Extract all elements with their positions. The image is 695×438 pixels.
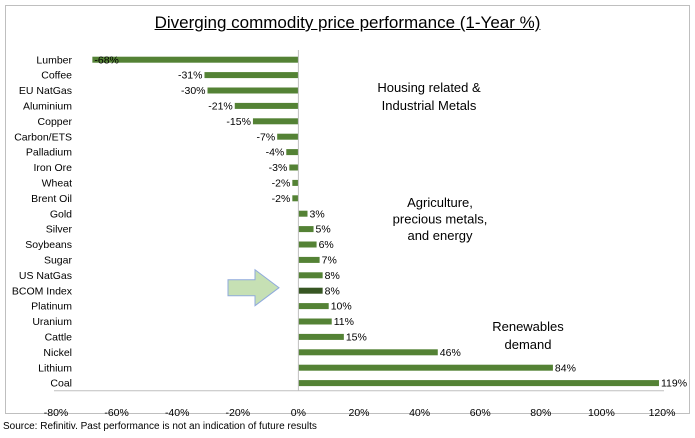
category-label-1: Coffee [41,70,72,82]
data-label-19: 46% [440,347,461,359]
bar-7 [289,164,299,171]
bar-11 [298,226,314,233]
right-arrow-icon [227,268,280,307]
x-tick-label-0: -80% [44,407,69,419]
category-label-18: Cattle [45,332,73,344]
x-tick-label-10: 120% [649,407,676,419]
data-label-20: 84% [555,362,576,374]
x-tick-label-9: 100% [588,407,615,419]
category-label-10: Gold [50,208,72,220]
bar-18 [298,333,344,340]
category-label-12: Soybeans [25,239,72,251]
annotation-1-line-1: precious metals, [393,212,488,227]
data-label-15: 8% [325,285,340,297]
bar-21 [298,380,659,387]
data-label-0: -68% [94,54,119,66]
x-tick-label-1: -60% [104,407,129,419]
annotation-2-line-1: demand [505,337,552,352]
data-label-1: -31% [178,70,203,82]
data-label-14: 8% [325,270,340,282]
source-note: Source: Refinitiv. Past performance is n… [3,421,317,432]
bar-4 [252,118,299,125]
bar-13 [298,256,320,263]
data-label-13: 7% [322,255,337,267]
data-label-11: 5% [316,224,331,236]
category-label-16: Platinum [31,301,72,313]
bar-9 [292,195,299,202]
data-label-18: 15% [346,332,367,344]
data-label-10: 3% [309,208,324,220]
bar-15 [298,287,323,294]
bar-20 [298,364,553,371]
category-label-9: Brent Oil [31,193,72,205]
bar-8 [292,179,299,186]
category-label-17: Uranium [32,316,72,328]
x-tick-label-6: 40% [409,407,430,419]
category-label-11: Silver [46,224,73,236]
annotation-0-line-0: Housing related & [377,80,481,95]
chart-title: Diverging commodity price performance (1… [154,13,541,32]
annotation-1-line-2: and energy [407,228,473,243]
data-label-21: 119% [661,378,687,390]
category-label-5: Carbon/ETS [14,131,72,143]
category-label-20: Lithium [38,362,72,374]
bar-0 [92,56,299,63]
bar-chart: Lumber -68% Coffee -31% EU NatGas -30% Alumini… [12,50,687,419]
category-label-4: Copper [38,116,73,128]
data-label-16: 10% [331,301,352,313]
category-label-8: Wheat [42,178,72,190]
category-label-6: Palladium [26,147,72,159]
bar-19 [298,349,438,356]
bar-2 [207,87,299,94]
x-tick-label-7: 60% [470,407,491,419]
bar-17 [298,318,332,325]
x-tick-label-4: 0% [291,407,306,419]
category-label-13: Sugar [44,255,73,267]
bar-5 [277,133,299,140]
bar-12 [298,241,317,248]
category-label-21: Coal [50,378,72,390]
data-label-3: -21% [208,101,233,113]
category-label-0: Lumber [36,54,72,66]
annotation-2-line-0: Renewables [492,319,564,334]
x-tick-label-8: 80% [530,407,551,419]
data-label-2: -30% [181,85,206,97]
x-tick-label-3: -20% [226,407,251,419]
data-label-8: -2% [272,178,291,190]
chart-frame [5,5,690,414]
annotation-1-line-0: Agriculture, [407,195,473,210]
bar-1 [204,72,299,79]
category-label-7: Iron Ore [33,162,72,174]
bar-6 [286,149,299,156]
bar-14 [298,272,323,279]
bar-16 [298,303,329,310]
data-label-5: -7% [257,131,276,143]
x-tick-label-2: -40% [165,407,190,419]
data-label-9: -2% [272,193,291,205]
data-label-6: -4% [266,147,285,159]
data-label-7: -3% [269,162,288,174]
category-label-14: US NatGas [19,270,72,282]
bar-10 [298,210,308,217]
annotation-0-line-1: Industrial Metals [382,98,477,113]
bar-3 [234,102,299,109]
data-label-17: 11% [334,316,354,328]
category-label-3: Aluminium [23,101,72,113]
data-label-4: -15% [226,116,251,128]
data-label-12: 6% [319,239,334,251]
category-label-2: EU NatGas [19,85,72,97]
x-tick-label-5: 20% [348,407,369,419]
category-label-15: BCOM Index [12,285,73,297]
category-label-19: Nickel [43,347,72,359]
